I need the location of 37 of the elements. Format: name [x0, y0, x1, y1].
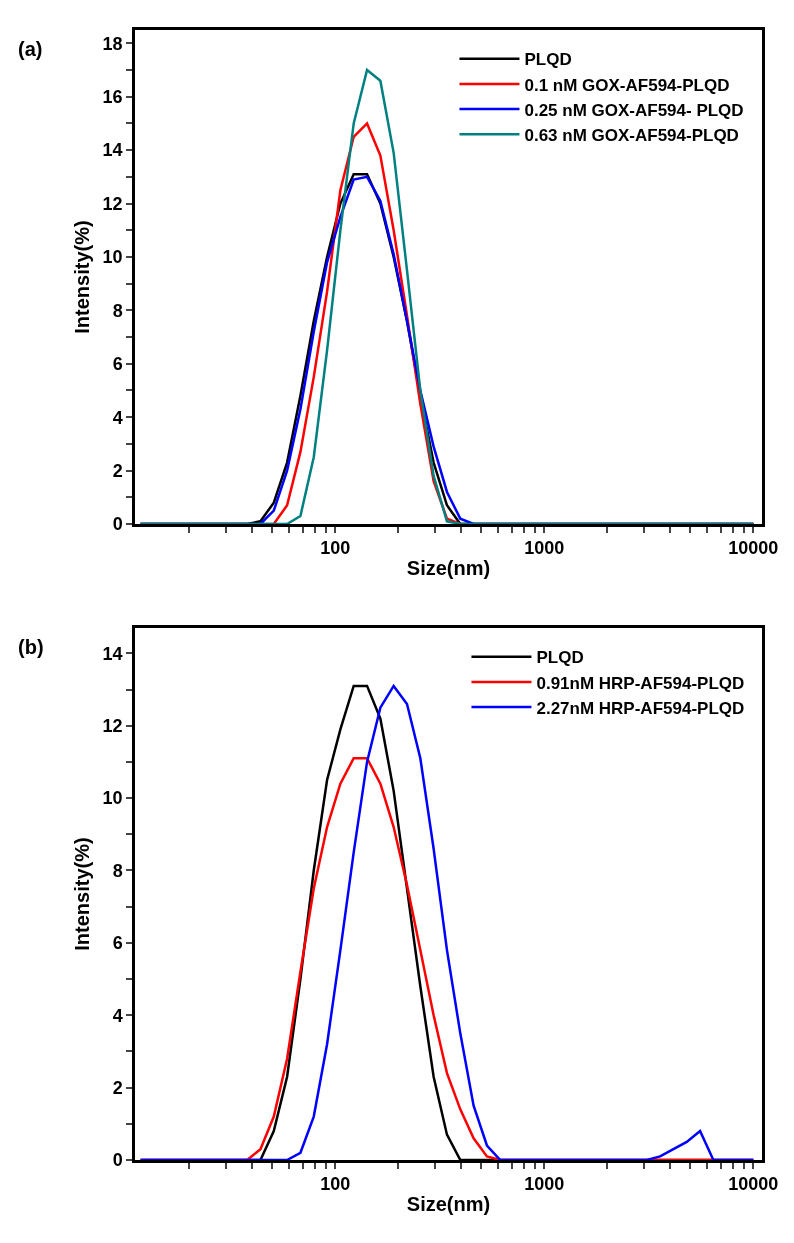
x-axis-title: Size(nm)	[406, 556, 491, 579]
x-tick-label: 1000	[524, 1174, 565, 1195]
x-tick-label: 10000	[728, 1174, 779, 1195]
x-tick-label: 10000	[728, 538, 779, 559]
legend-label: 0.63 nM GOX-AF594-PLQD	[524, 125, 739, 145]
y-tick-label: 14	[102, 140, 123, 161]
y-axis-title: Intensity(%)	[71, 837, 94, 951]
y-tick-label: 0	[112, 514, 123, 535]
legend-label: 0.91nM HRP-AF594-PLQD	[536, 673, 745, 693]
y-tick-label: 0	[112, 1150, 123, 1171]
y-tick-label: 10	[102, 788, 123, 809]
y-axis-title: Intensity(%)	[71, 220, 94, 334]
y-tick-label: 10	[102, 247, 123, 268]
legend-label: PLQD	[536, 648, 584, 668]
y-tick-label: 18	[102, 33, 123, 54]
y-tick-label: 12	[102, 716, 123, 737]
legend-label: 0.1 nM GOX-AF594-PLQD	[524, 75, 730, 95]
y-tick-label: 16	[102, 87, 123, 108]
x-axis-title: Size(nm)	[406, 1192, 491, 1215]
y-tick-label: 2	[112, 1077, 123, 1098]
y-tick-label: 12	[102, 193, 123, 214]
legend-label: PLQD	[524, 50, 572, 70]
x-tick-label: 1000	[524, 538, 565, 559]
x-tick-label: 100	[320, 538, 351, 559]
y-tick-label: 8	[112, 300, 123, 321]
y-tick-label: 4	[112, 407, 123, 428]
chart-title: (a)	[18, 38, 43, 60]
x-tick-label: 100	[320, 1174, 351, 1195]
legend-label: 2.27nM HRP-AF594-PLQD	[536, 698, 745, 718]
y-tick-label: 2	[112, 460, 123, 481]
y-tick-label: 6	[112, 354, 123, 375]
chart-title: (b)	[18, 636, 44, 658]
y-tick-label: 14	[102, 643, 123, 664]
y-tick-label: 8	[112, 860, 123, 881]
y-tick-label: 4	[112, 1005, 123, 1026]
y-tick-label: 6	[112, 933, 123, 954]
legend-label: 0.25 nM GOX-AF594- PLQD	[524, 100, 744, 120]
